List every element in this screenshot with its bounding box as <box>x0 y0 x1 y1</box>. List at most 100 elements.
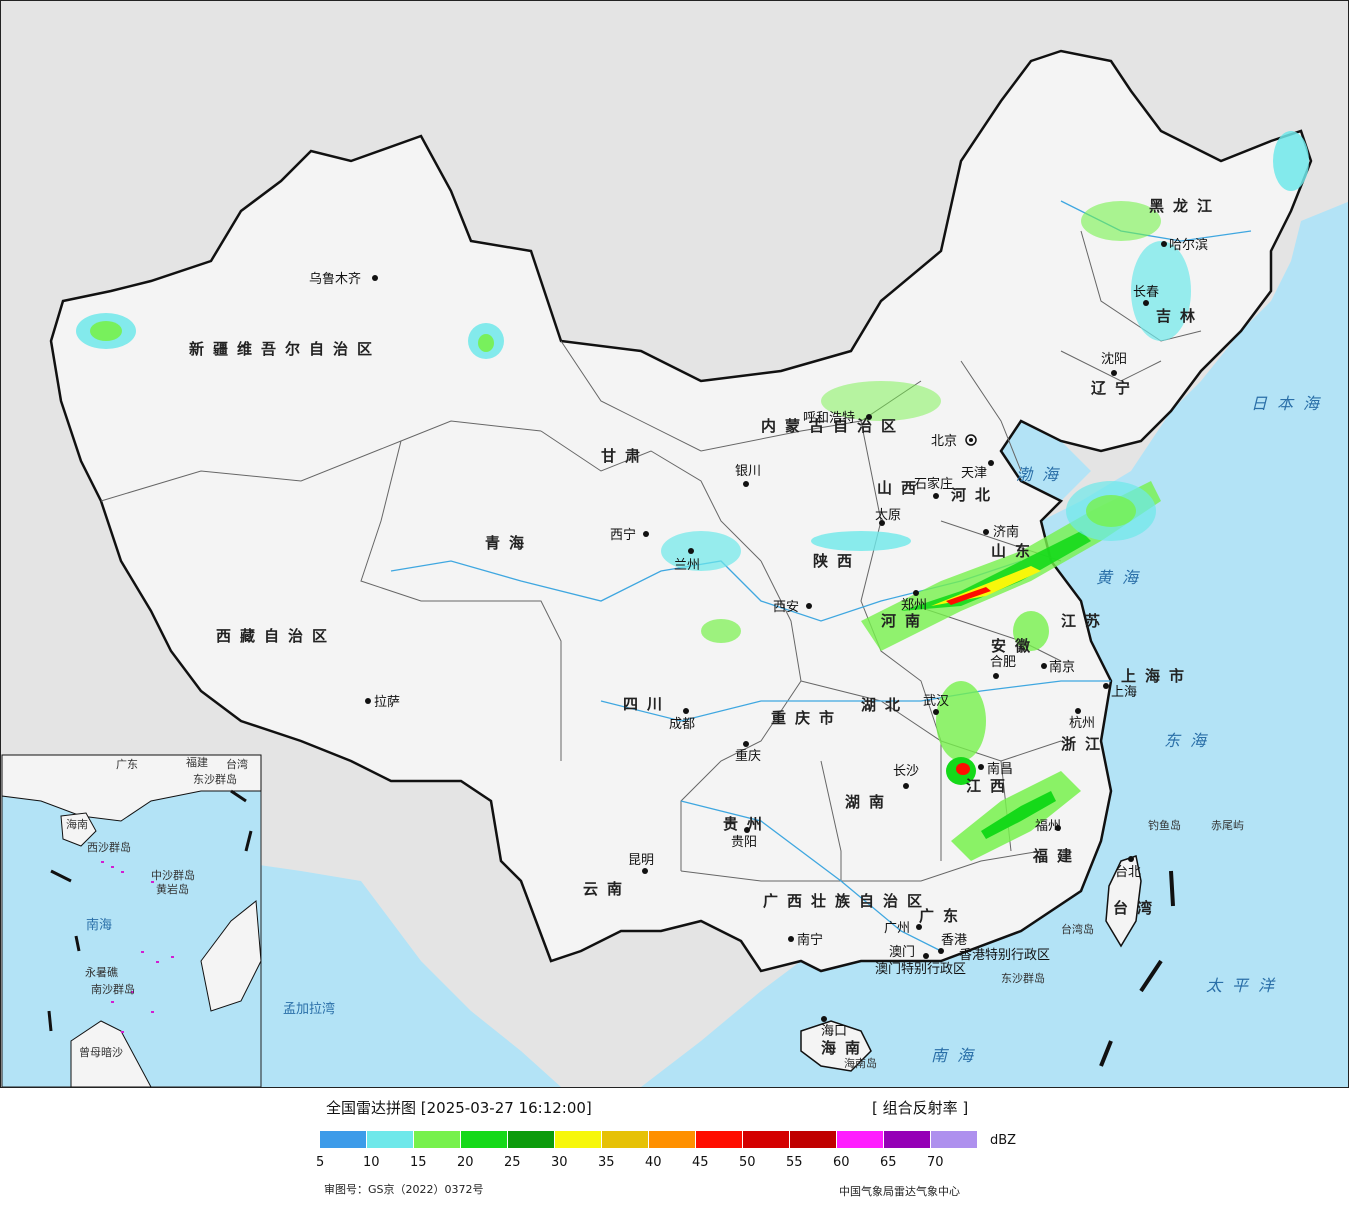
city-label: 昆明 <box>628 853 654 868</box>
tick-label: 15 <box>410 1155 427 1170</box>
source-organization: 中国气象局雷达气象中心 <box>839 1185 960 1198</box>
ocean-layer <box>181 201 1348 1087</box>
province-label: 辽宁 <box>1091 379 1139 397</box>
map-canvas: 新疆维吾尔自治区 西藏自治区 青海 甘肃 内蒙古自治区 黑龙江 吉林 辽宁 河北… <box>1 49 1348 1087</box>
legend-panel: 全国雷达拼图 [2025-03-27 16:12:00] [ 组合反射率 ] d… <box>0 1089 1349 1208</box>
city-marker: 贵阳 <box>731 827 757 850</box>
city-label: 西宁 <box>610 527 636 543</box>
sea-label: 渤海 <box>1016 465 1068 484</box>
city-marker: 杭州 <box>1069 708 1095 731</box>
city-marker: 拉萨 <box>365 695 400 710</box>
inset-labels: 南海 西沙群岛 中沙群岛 南沙群岛 黄岩岛 永暑礁 曾母暗沙 海南 东沙群岛 台… <box>66 755 248 1059</box>
city-marker: 昆明 <box>628 853 654 874</box>
city-label: 广州 <box>884 921 910 936</box>
city-marker: 呼和浩特 <box>803 411 872 426</box>
city-label: 贵阳 <box>731 835 757 850</box>
city-label: 乌鲁木齐 <box>309 271 361 287</box>
city-label: 福州 <box>1035 819 1061 834</box>
island-label: 海南岛 <box>844 1056 877 1070</box>
city-marker: 石家庄 <box>914 476 953 499</box>
city-marker: 天津 <box>961 460 994 481</box>
city-marker: 南宁 <box>788 932 823 948</box>
city-marker: 成都 <box>669 708 695 732</box>
city-marker: 济南 <box>983 524 1019 540</box>
province-label: 湖南 <box>845 793 893 811</box>
city-marker: 兰州 <box>674 548 700 573</box>
city-marker: 郑州 <box>901 590 927 613</box>
city-marker: 重庆 <box>735 741 761 764</box>
city-label: 长春 <box>1133 285 1159 300</box>
city-label: 郑州 <box>901 598 927 613</box>
sea-label: 黄海 <box>1096 568 1148 587</box>
province-label: 福建 <box>1032 847 1081 865</box>
province-boundaries <box>100 230 1202 882</box>
sea-label: 日本海 <box>1251 394 1329 413</box>
south-china-sea-inset <box>1 754 262 1087</box>
inset-label: 南海 <box>86 917 112 933</box>
province-label: 吉林 <box>1156 307 1204 325</box>
city-marker: 台北 <box>1115 856 1141 880</box>
legend-title: 全国雷达拼图 [2025-03-27 16:12:00] <box>326 1099 592 1117</box>
city-label: 太原 <box>875 508 901 523</box>
sea-label: 太平洋 <box>1206 976 1284 995</box>
inset-label: 西沙群岛 <box>87 840 131 854</box>
inset-label: 中沙群岛 <box>151 868 195 882</box>
island-label: 香港特别行政区 <box>959 948 1050 963</box>
province-label: 江苏 <box>1061 612 1109 630</box>
province-label: 浙江 <box>1061 735 1109 753</box>
province-label: 河南 <box>881 612 929 630</box>
city-marker: 上海 <box>1103 683 1137 700</box>
sea-label: 孟加拉湾 <box>283 1001 335 1017</box>
sea-label: 南海 <box>931 1046 983 1065</box>
city-label: 海口 <box>821 1024 847 1039</box>
province-label: 甘肃 <box>601 447 649 465</box>
city-label: 香港 <box>941 933 967 948</box>
inset-label: 永暑礁 <box>85 965 118 979</box>
inset-label: 广东 <box>116 758 138 771</box>
tick-label: 70 <box>927 1155 944 1170</box>
island-label: 澳门特别行政区 <box>875 961 966 977</box>
color-swatch <box>320 1131 367 1148</box>
inset-label: 海南 <box>66 817 88 831</box>
province-label: 云南 <box>583 880 631 898</box>
city-marker: 北京 <box>931 434 977 449</box>
tick-label: 10 <box>363 1155 380 1170</box>
inset-label: 曾母暗沙 <box>79 1045 123 1059</box>
tick-label: 35 <box>598 1155 615 1170</box>
city-label: 杭州 <box>1069 716 1095 731</box>
city-marker: 长春 <box>1133 285 1159 306</box>
city-label: 沈阳 <box>1101 352 1127 367</box>
sea-label: 东海 <box>1164 731 1216 750</box>
province-label: 内蒙古自治区 <box>761 417 905 435</box>
province-label: 河北 <box>951 486 999 504</box>
color-swatch <box>884 1131 931 1148</box>
tick-label: 20 <box>457 1155 474 1170</box>
color-swatch <box>461 1131 508 1148</box>
city-label: 拉萨 <box>374 695 400 710</box>
island-label: 东沙群岛 <box>1001 971 1045 985</box>
city-labels: 乌鲁木齐 拉萨 西宁 兰州 银川 呼和浩特 北京 天津 石家庄 太原 济南 郑州… <box>309 237 1208 1039</box>
province-label: 广东 <box>919 907 967 925</box>
tick-label: 40 <box>645 1155 662 1170</box>
city-marker: 长沙 <box>893 764 919 789</box>
province-label: 贵州 <box>723 815 771 833</box>
city-label: 长沙 <box>893 764 919 779</box>
city-marker: 福州 <box>1035 819 1061 834</box>
color-swatch <box>508 1131 555 1148</box>
island-label: 钓鱼岛 <box>1148 818 1181 832</box>
color-swatch <box>555 1131 602 1148</box>
color-swatch <box>837 1131 884 1148</box>
tick-label: 60 <box>833 1155 850 1170</box>
tick-label: 5 <box>316 1155 325 1170</box>
province-label: 海南 <box>821 1039 869 1057</box>
province-label: 四川 <box>623 695 671 713</box>
radar-map[interactable]: 新疆维吾尔自治区 西藏自治区 青海 甘肃 内蒙古自治区 黑龙江 吉林 辽宁 河北… <box>0 0 1349 1088</box>
city-label: 西安 <box>773 600 799 615</box>
tick-label: 30 <box>551 1155 568 1170</box>
province-label: 江西 <box>966 777 1014 795</box>
province-label: 山西 <box>877 479 925 497</box>
province-label: 重庆市 <box>771 709 843 727</box>
color-swatch <box>696 1131 743 1148</box>
radar-echoes <box>76 131 1309 861</box>
tick-label: 45 <box>692 1155 709 1170</box>
